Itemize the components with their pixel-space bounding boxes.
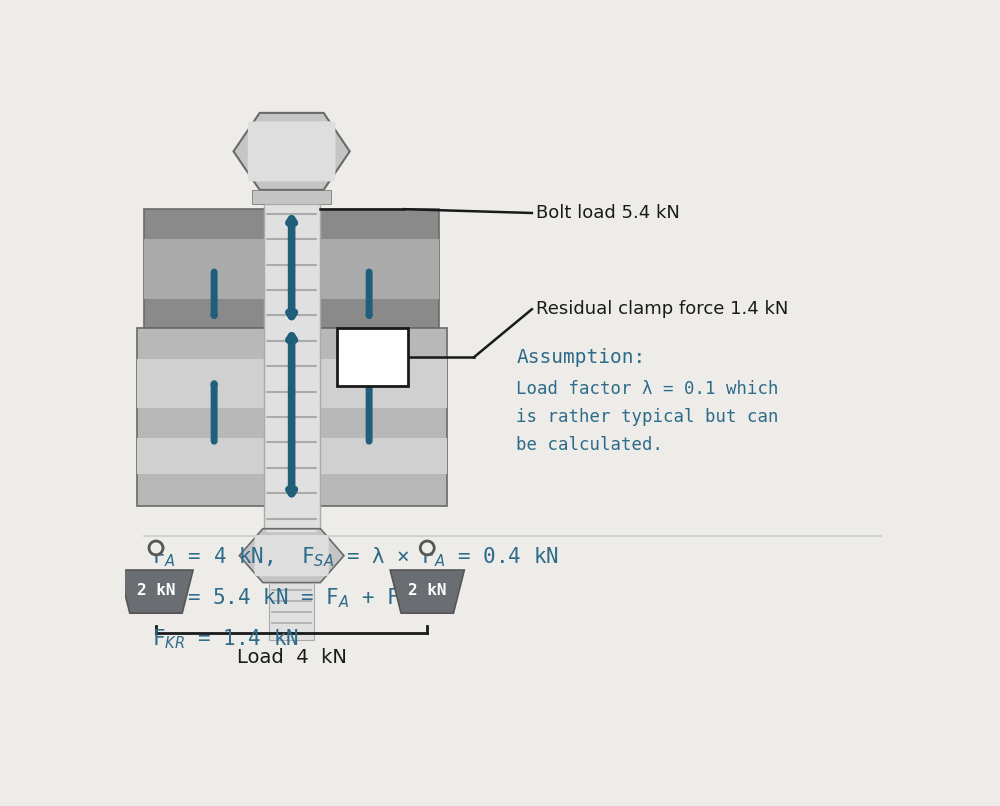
Bar	[252, 190, 331, 204]
Bar	[137, 329, 447, 505]
Polygon shape	[234, 113, 350, 190]
Bar	[137, 438, 447, 474]
Polygon shape	[390, 570, 464, 613]
FancyBboxPatch shape	[255, 535, 329, 576]
Text: Load factor λ = 0.1 which
is rather typical but can
be calculated.: Load factor λ = 0.1 which is rather typi…	[516, 380, 779, 454]
Bar	[264, 204, 320, 579]
Circle shape	[420, 541, 434, 555]
Text: F$_A$ = 4 kN,  F$_{SA}$ = λ × F$_A$ = 0.4 kN: F$_A$ = 4 kN, F$_{SA}$ = λ × F$_A$ = 0.4…	[152, 546, 559, 569]
Text: Bolt load 5.4 kN: Bolt load 5.4 kN	[536, 204, 680, 222]
Text: Assumption:: Assumption:	[516, 347, 646, 367]
Text: F$_{KR}$ = 1.4 kN: F$_{KR}$ = 1.4 kN	[152, 627, 299, 650]
Text: Residual clamp force 1.4 kN: Residual clamp force 1.4 kN	[536, 301, 788, 318]
Text: Load  4  kN: Load 4 kN	[237, 648, 347, 667]
Circle shape	[149, 541, 163, 555]
FancyBboxPatch shape	[248, 122, 335, 181]
Text: 2 kN: 2 kN	[408, 583, 446, 598]
Bar	[137, 359, 447, 408]
Bar	[144, 209, 439, 329]
Polygon shape	[239, 529, 344, 583]
Bar	[269, 583, 314, 640]
Polygon shape	[119, 570, 193, 613]
Bar	[144, 239, 439, 299]
Text: F$_S$ = 5.4 kN = F$_A$ + F$_{KR}$: F$_S$ = 5.4 kN = F$_A$ + F$_{KR}$	[152, 586, 420, 610]
Bar	[337, 329, 408, 386]
Text: 2 kN: 2 kN	[137, 583, 175, 598]
